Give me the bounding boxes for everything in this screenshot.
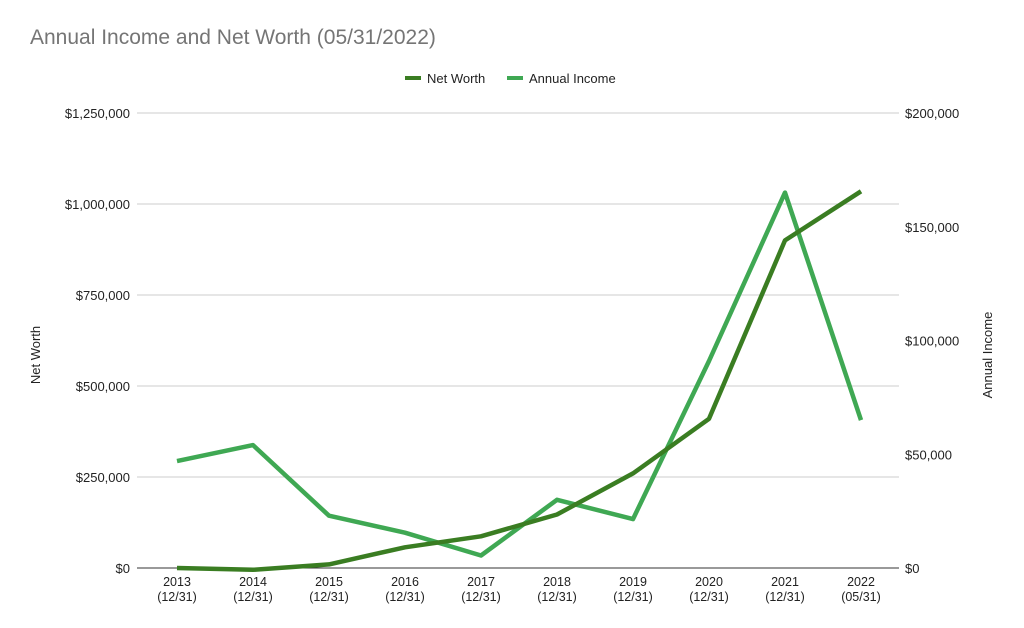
right-axis-label: Annual Income	[980, 312, 995, 399]
right-axis-tick-label: $200,000	[905, 106, 959, 121]
x-axis-tick-label: 2021 (12/31)	[765, 575, 805, 604]
left-axis-tick-label: $250,000	[76, 470, 130, 485]
x-axis-ticks: 2013 (12/31) 2014 (12/31) 2015 (12/31) 2016 (12…	[157, 575, 881, 604]
right-axis-ticks: $0 $50,000 $100,000 $150,000 $200,000	[905, 106, 959, 576]
x-axis-tick-label: 2022 (05/31)	[841, 575, 881, 604]
left-axis-tick-label: $1,250,000	[65, 106, 130, 121]
series-layer	[176, 189, 864, 573]
net-worth-legend-label: Net Worth	[427, 71, 485, 86]
x-axis-tick-label: 2020 (12/31)	[689, 575, 729, 604]
annual-income-line	[176, 190, 864, 558]
left-axis-ticks: $0 $250,000 $500,000 $750,000 $1,000,000 $1,2…	[65, 106, 130, 576]
right-axis-tick-label: $100,000	[905, 334, 959, 349]
right-axis-tick-label: $0	[905, 561, 919, 576]
chart-title: Annual Income and Net Worth (05/31/2022)	[30, 26, 436, 49]
annual-income-legend-label: Annual Income	[529, 71, 616, 86]
right-axis-tick-label: $150,000	[905, 220, 959, 235]
x-axis-tick-label: 2016 (12/31)	[385, 575, 425, 604]
left-axis-tick-label: $0	[116, 561, 130, 576]
net-worth-line	[176, 189, 863, 573]
left-axis-tick-label: $1,000,000	[65, 197, 130, 212]
x-axis-tick-label: 2015 (12/31)	[309, 575, 349, 604]
x-axis-tick-label: 2017 (12/31)	[461, 575, 501, 604]
legend: Net Worth Annual Income	[405, 71, 616, 86]
left-axis-tick-label: $500,000	[76, 379, 130, 394]
right-axis-tick-label: $50,000	[905, 447, 952, 462]
x-axis-tick-label: 2014 (12/31)	[233, 575, 273, 604]
x-axis-tick-label: 2013 (12/31)	[157, 575, 197, 604]
left-axis-tick-label: $750,000	[76, 288, 130, 303]
x-axis-tick-label: 2018 (12/31)	[537, 575, 577, 604]
x-axis-tick-label: 2019 (12/31)	[613, 575, 653, 604]
left-axis-label: Net Worth	[28, 326, 43, 384]
gridlines	[137, 112, 899, 569]
